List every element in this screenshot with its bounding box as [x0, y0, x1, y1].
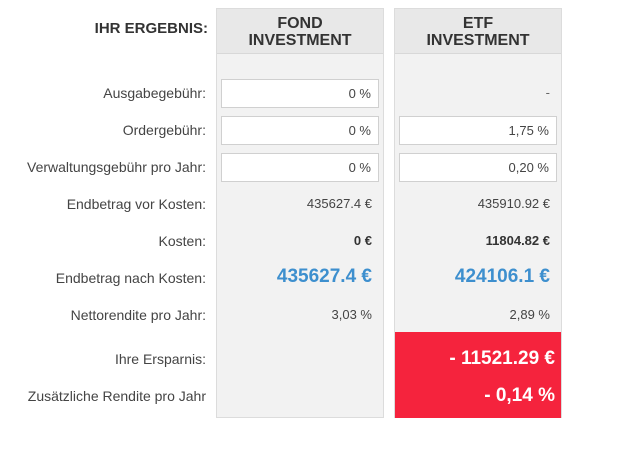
etf-header-line2: INVESTMENT: [426, 32, 530, 49]
endbetrag-nach-kosten-label: Endbetrag nach Kosten:: [55, 270, 206, 286]
etf-investment-column: ETF INVESTMENT: [394, 8, 562, 418]
ordergebuehr-label: Ordergebühr:: [122, 122, 206, 138]
etf-verwaltungsgebuehr-field[interactable]: 0,20 %: [399, 153, 557, 182]
fond-nettorendite-value: 3,03 %: [331, 307, 372, 322]
etf-nettorendite-value: 2,89 %: [509, 307, 550, 322]
fond-endbetrag-vor-kosten-value: 435627.4 €: [306, 196, 372, 211]
endbetrag-vor-kosten-label: Endbetrag vor Kosten:: [66, 196, 206, 212]
page-title: IHR ERGEBNIS:: [94, 20, 208, 37]
fond-verwaltungsgebuehr-field[interactable]: 0 %: [221, 153, 379, 182]
nettorendite-label: Nettorendite pro Jahr:: [70, 307, 206, 323]
fond-kosten-value: 0 €: [353, 233, 372, 248]
verwaltungsgebuehr-label: Verwaltungsgebühr pro Jahr:: [27, 159, 206, 175]
fond-investment-column: FOND INVESTMENT: [216, 8, 384, 418]
ausgabegebuehr-label: Ausgabegebühr:: [103, 85, 206, 101]
fond-column-header: FOND INVESTMENT: [217, 9, 383, 54]
savings-highlight-box: [395, 332, 561, 418]
etf-endbetrag-vor-kosten-value: 435910.92 €: [477, 196, 550, 211]
etf-kosten-value: 11804.82 €: [485, 233, 550, 248]
ersparnis-value: - 11521.29 €: [449, 348, 555, 369]
etf-ausgabegebuehr-value: -: [545, 85, 550, 100]
kosten-label: Kosten:: [158, 233, 206, 249]
zusaetzliche-rendite-value: - 0,14 %: [484, 385, 555, 406]
etf-ordergebuehr-field[interactable]: 1,75 %: [399, 116, 557, 145]
fond-ausgabegebuehr-field[interactable]: 0 %: [221, 79, 379, 108]
zusaetzliche-rendite-label: Zusätzliche Rendite pro Jahr: [27, 388, 206, 404]
ersparnis-label: Ihre Ersparnis:: [114, 351, 206, 367]
fond-ordergebuehr-field[interactable]: 0 %: [221, 116, 379, 145]
etf-endbetrag-nach-kosten-value: 424106.1 €: [454, 266, 550, 287]
etf-column-header: ETF INVESTMENT: [395, 9, 561, 54]
etf-header-line1: ETF: [462, 15, 494, 32]
fond-header-line1: FOND: [277, 15, 323, 32]
fond-endbetrag-nach-kosten-value: 435627.4 €: [276, 266, 372, 287]
fond-header-line2: INVESTMENT: [248, 32, 352, 49]
